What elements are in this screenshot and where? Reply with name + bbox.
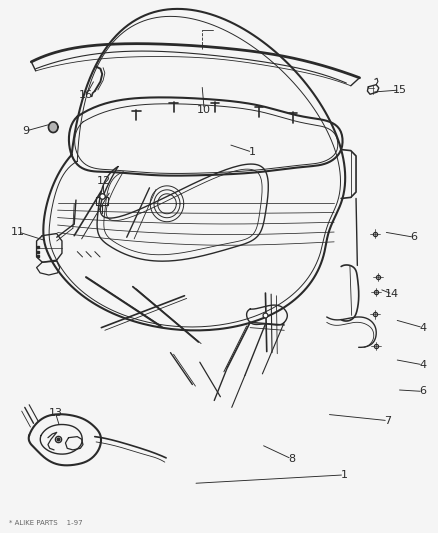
Text: 6: 6 <box>419 386 426 397</box>
Text: * ALIKE PARTS    1-97: * ALIKE PARTS 1-97 <box>10 520 83 526</box>
Text: 10: 10 <box>197 104 211 115</box>
Text: 4: 4 <box>418 322 426 333</box>
Text: 15: 15 <box>392 85 406 95</box>
Text: 1: 1 <box>340 470 347 480</box>
Text: 9: 9 <box>22 126 30 136</box>
Text: 11: 11 <box>11 227 25 237</box>
Text: 7: 7 <box>384 416 391 426</box>
Text: 16: 16 <box>79 90 93 100</box>
Text: 8: 8 <box>287 454 295 464</box>
Text: 1: 1 <box>248 147 255 157</box>
Text: 14: 14 <box>385 289 399 299</box>
Text: 13: 13 <box>48 408 62 418</box>
Polygon shape <box>48 122 58 133</box>
Text: 12: 12 <box>96 176 110 187</box>
Text: 6: 6 <box>410 232 417 243</box>
Text: 4: 4 <box>418 360 426 370</box>
